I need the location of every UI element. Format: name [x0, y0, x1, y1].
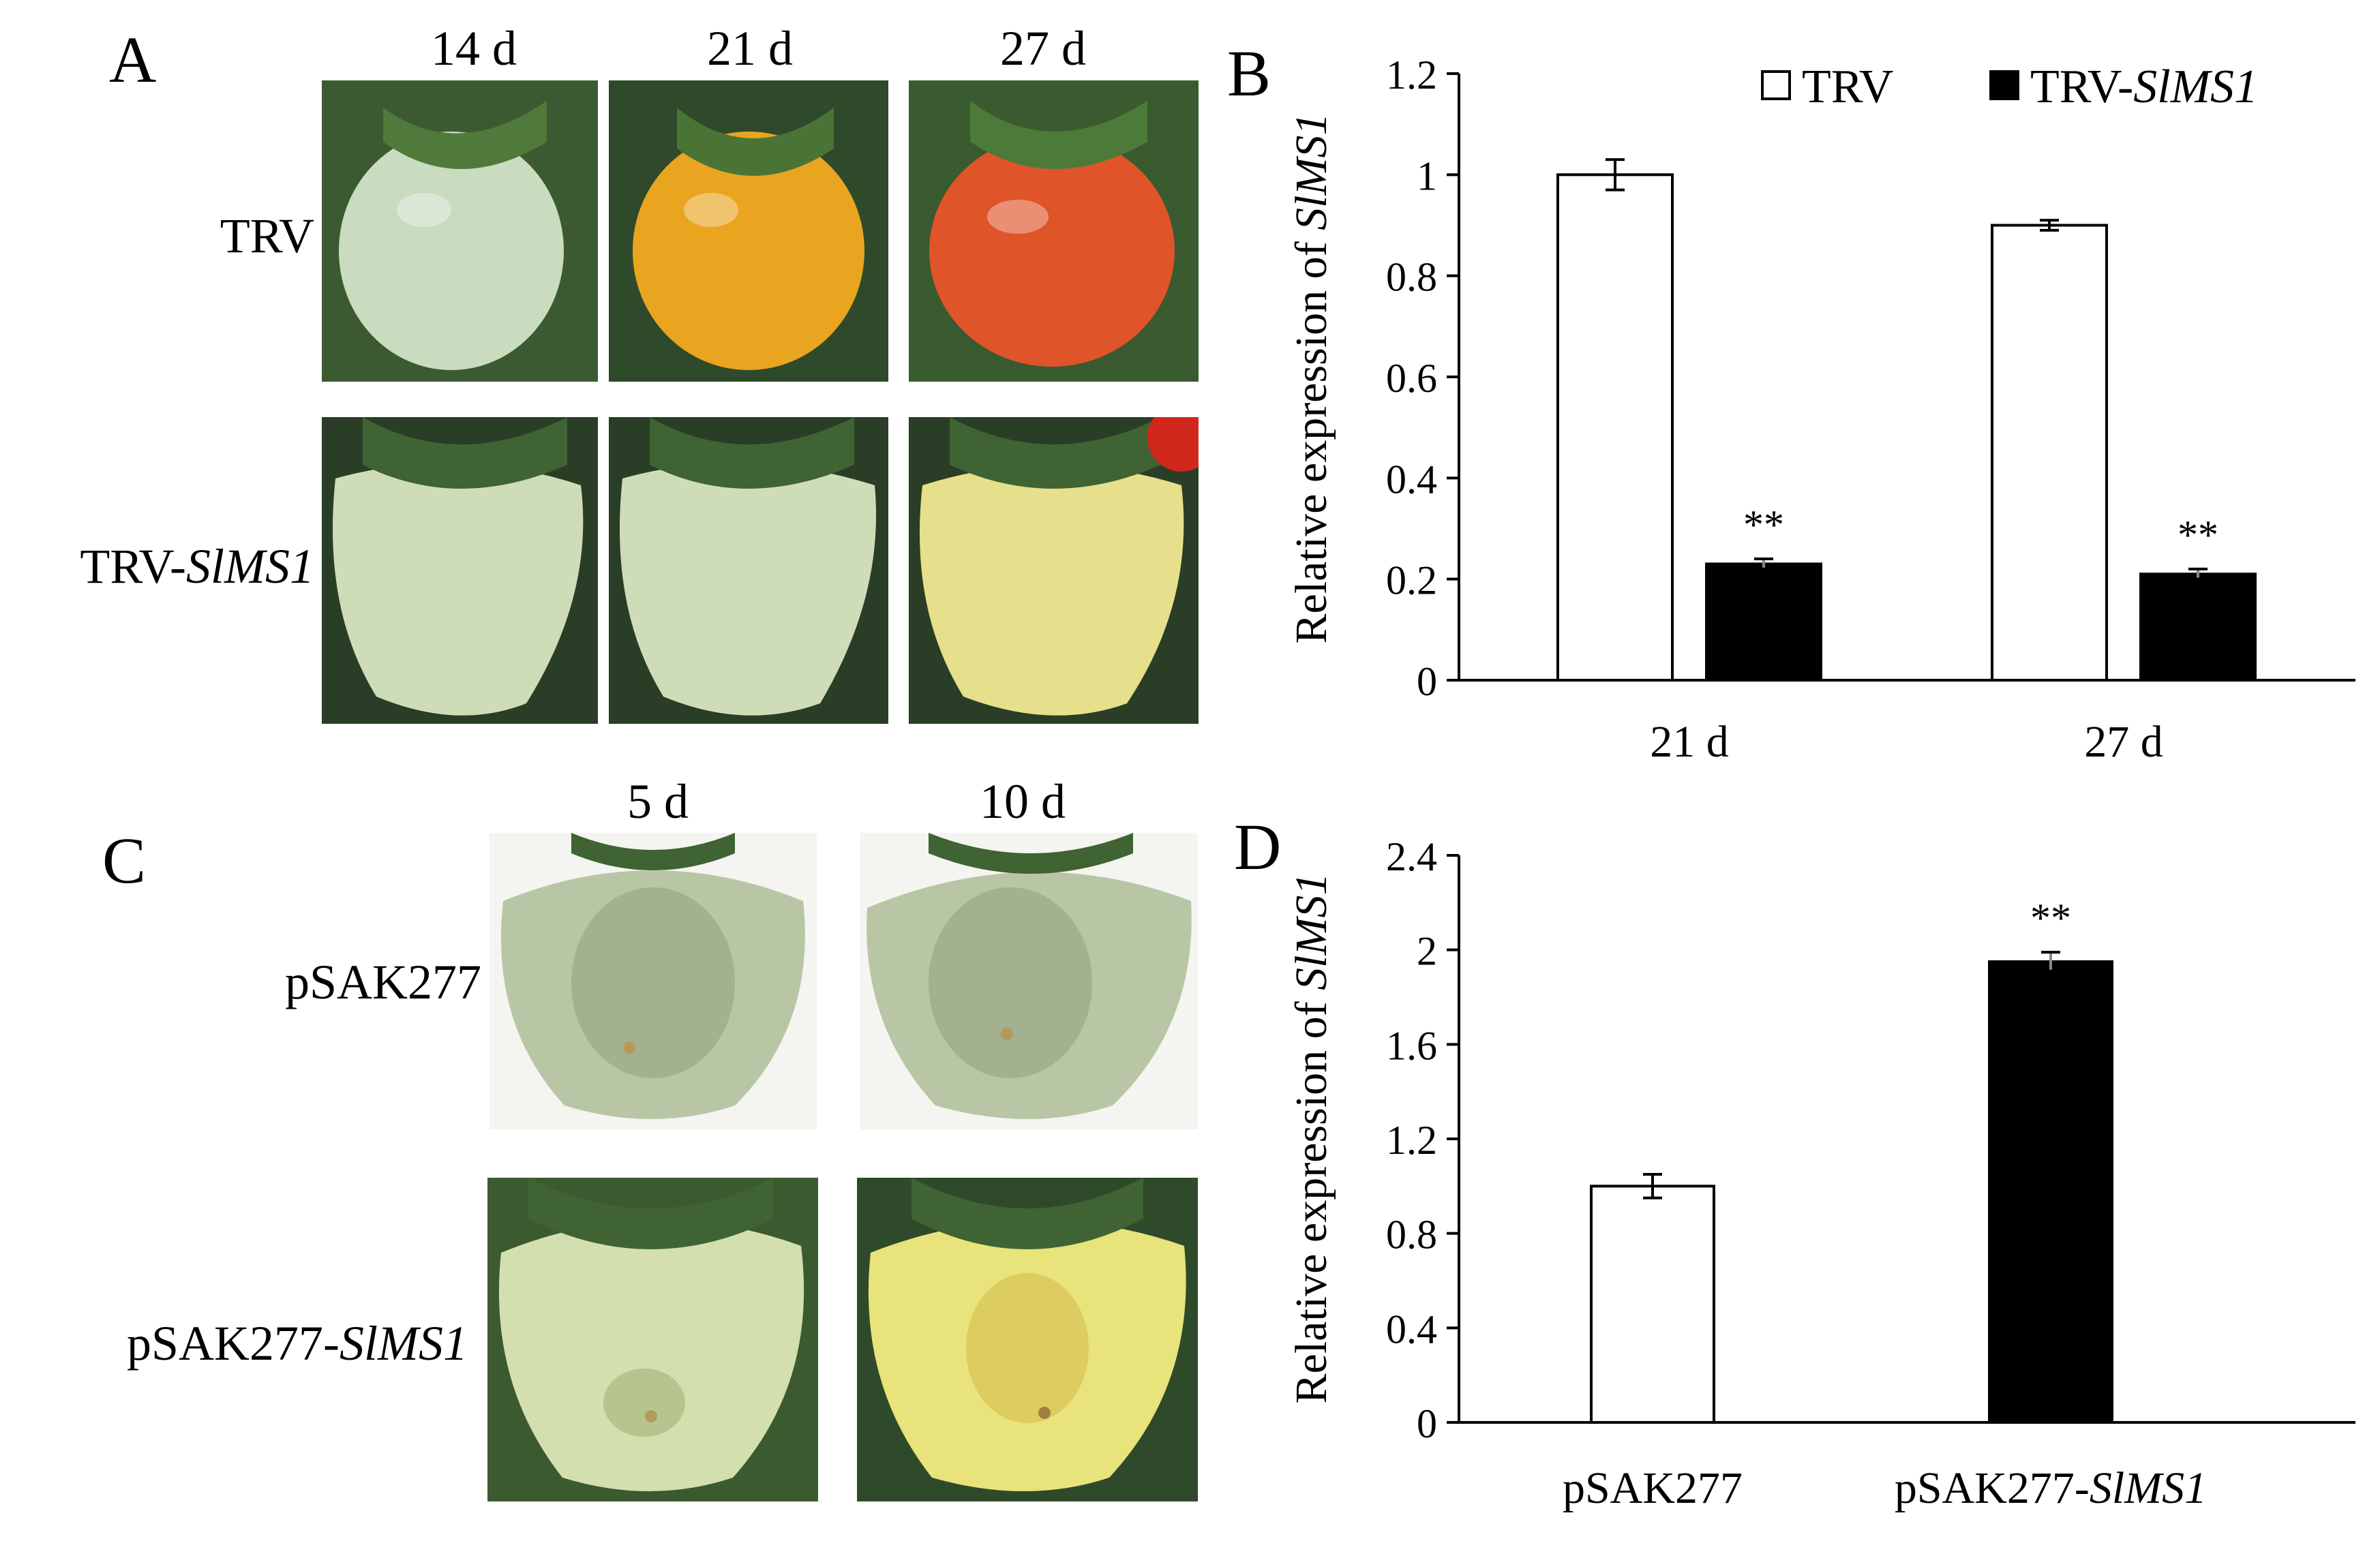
y-axis-label: Relative expression of SlMS1: [1286, 113, 1336, 644]
x-tick-label: pSAK277: [1563, 1463, 1743, 1513]
fruit-photo: [609, 80, 888, 382]
bar: [1988, 960, 2113, 1424]
y-tick-label: 1.2: [1386, 52, 1437, 97]
y-axis-label: Relative expression of SlMS1: [1286, 873, 1336, 1404]
panel-letter-a: A: [109, 23, 157, 96]
fruit-photo: [322, 80, 598, 382]
fruit-photo: [860, 833, 1198, 1129]
fruit-photo: [909, 417, 1199, 724]
bar: [1556, 173, 1674, 682]
panel-c-row-label: pSAK277-SlMS1: [127, 1316, 468, 1371]
significance-label: **: [1743, 502, 1784, 547]
panel-letter-c: C: [102, 824, 147, 897]
y-tick-label: 0: [1417, 1401, 1437, 1446]
bar: [1705, 562, 1822, 682]
panel-a-row-label: TRV: [220, 209, 314, 263]
x-tick-label: 21 d: [1650, 717, 1729, 767]
y-tick-label: 1: [1417, 153, 1437, 198]
y-tick-label: 0.6: [1386, 356, 1437, 401]
panel-a-col-label: 27 d: [1000, 21, 1086, 76]
fruit-photo: [857, 1178, 1198, 1501]
legend-label: TRV: [1802, 61, 1893, 113]
fruit-photo: [322, 417, 598, 724]
x-tick-label: 27 d: [2084, 717, 2163, 767]
bar: [1590, 1185, 1715, 1424]
x-tick-label: pSAK277-SlMS1: [1895, 1463, 2207, 1513]
legend-swatch: [1761, 70, 1791, 100]
y-tick-label: 1.6: [1386, 1023, 1437, 1068]
fruit-photo: [487, 1178, 818, 1501]
panel-letter-d: D: [1234, 810, 1282, 883]
panel-a-col-label: 14 d: [431, 21, 517, 76]
panel-c-row-label: pSAK277: [284, 955, 481, 1009]
y-tick-label: 0.4: [1386, 1307, 1437, 1352]
panel-a-col-label: 21 d: [707, 21, 793, 76]
panel-a-row-label: TRV-SlMS1: [80, 539, 314, 594]
significance-label: **: [2030, 896, 2071, 941]
bar: [2139, 573, 2257, 682]
y-tick-label: 0: [1417, 659, 1437, 704]
y-tick-label: 0.4: [1386, 457, 1437, 502]
y-tick-label: 2.4: [1386, 834, 1437, 879]
legend-label: TRV-SlMS1: [2030, 61, 2258, 113]
y-tick-label: 2: [1417, 929, 1437, 974]
panel-c-col-label: 10 d: [980, 774, 1066, 829]
y-tick-label: 0.8: [1386, 1212, 1437, 1257]
y-axis-label-text: Relative expression of SlMS1: [1286, 113, 1336, 644]
fruit-photo: [489, 833, 817, 1129]
y-tick-label: 0.2: [1386, 558, 1437, 603]
fruit-photo: [609, 417, 888, 724]
y-axis-label-text: Relative expression of SlMS1: [1286, 873, 1336, 1404]
bar: [1991, 224, 2108, 682]
fruit-photo: [909, 80, 1199, 382]
y-tick-label: 1.2: [1386, 1118, 1437, 1163]
significance-label: **: [2178, 513, 2218, 558]
panel-c-col-label: 5 d: [627, 774, 689, 829]
y-tick-label: 0.8: [1386, 255, 1437, 300]
legend-swatch: [1989, 70, 2019, 100]
panel-letter-b: B: [1227, 37, 1271, 110]
